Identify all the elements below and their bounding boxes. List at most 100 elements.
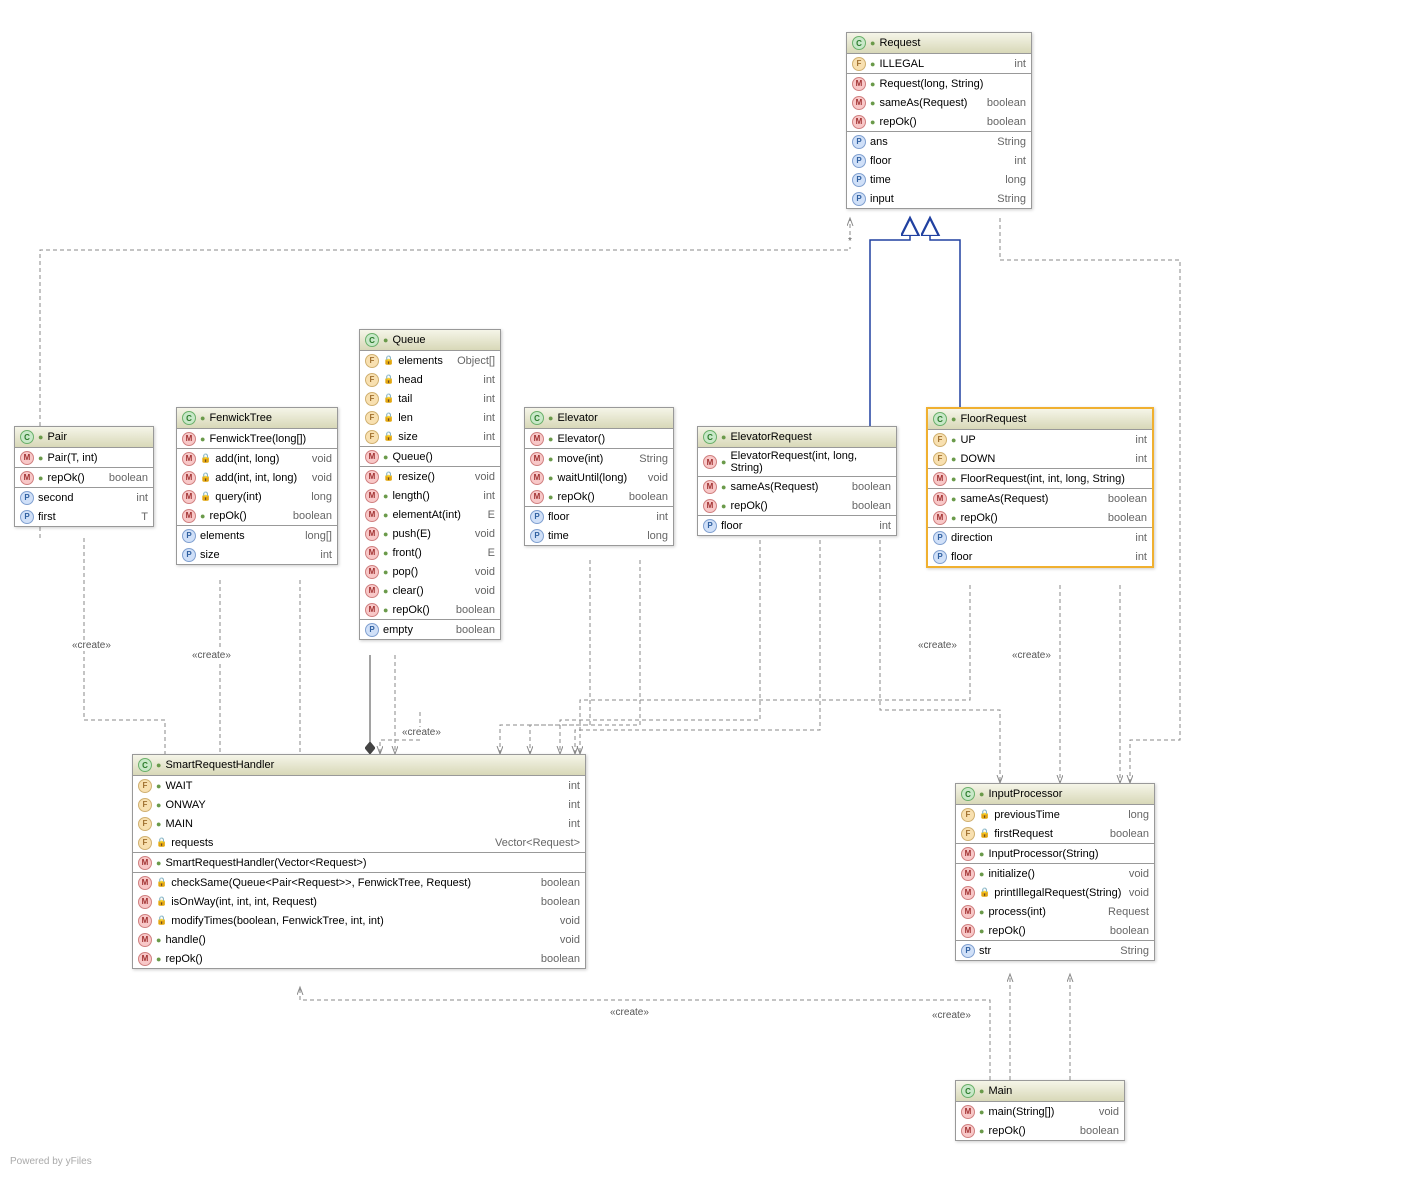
member-row[interactable]: PansString <box>847 132 1031 151</box>
class-request[interactable]: C●RequestF●ILLEGALintM●Request(long, Str… <box>846 32 1032 209</box>
member-row[interactable]: M●handle()void <box>133 930 585 949</box>
member-row[interactable]: M●repOk()boolean <box>15 468 153 487</box>
member-row[interactable]: M●sameAs(Request)boolean <box>928 489 1152 508</box>
member-row[interactable]: Psecondint <box>15 488 153 507</box>
class-header[interactable]: C●InputProcessor <box>956 784 1154 805</box>
member-row[interactable]: M●Request(long, String) <box>847 74 1031 93</box>
member-name: time <box>870 174 1001 186</box>
member-type: boolean <box>456 604 495 616</box>
member-row[interactable]: M●Pair(T, int) <box>15 448 153 467</box>
member-row[interactable]: M●push(E)void <box>360 524 500 543</box>
member-row[interactable]: M🔒checkSame(Queue<Pair<Request>>, Fenwic… <box>133 873 585 892</box>
class-elevator[interactable]: C●ElevatorM●Elevator()M●move(int)StringM… <box>524 407 674 546</box>
member-row[interactable]: M●sameAs(Request)boolean <box>698 477 896 496</box>
member-row[interactable]: M●repOk()boolean <box>525 487 673 506</box>
member-row[interactable]: M●front()E <box>360 543 500 562</box>
member-row[interactable]: F●DOWNint <box>928 449 1152 468</box>
class-fenwick[interactable]: C●FenwickTreeM●FenwickTree(long[])M🔒add(… <box>176 407 338 565</box>
class-header[interactable]: C●Main <box>956 1081 1124 1102</box>
member-row[interactable]: F🔒previousTimelong <box>956 805 1154 824</box>
member-row[interactable]: M●waitUntil(long)void <box>525 468 673 487</box>
member-row[interactable]: M●length()int <box>360 486 500 505</box>
class-header[interactable]: C●Elevator <box>525 408 673 429</box>
class-pair[interactable]: C●PairM●Pair(T, int)M●repOk()booleanPsec… <box>14 426 154 527</box>
edge <box>870 218 910 426</box>
lock-icon: 🔒 <box>156 915 167 926</box>
class-header[interactable]: C●Request <box>847 33 1031 54</box>
member-row[interactable]: F●MAINint <box>133 814 585 833</box>
member-type: boolean <box>541 896 580 908</box>
member-row[interactable]: M●Elevator() <box>525 429 673 448</box>
member-row[interactable]: Pfloorint <box>928 547 1152 566</box>
member-row[interactable]: M🔒isOnWay(int, int, int, Request)boolean <box>133 892 585 911</box>
member-row[interactable]: Pdirectionint <box>928 528 1152 547</box>
member-row[interactable]: Pfloorint <box>698 516 896 535</box>
member-row[interactable]: M●FloorRequest(int, int, long, String) <box>928 469 1152 488</box>
member-row[interactable]: M●InputProcessor(String) <box>956 844 1154 863</box>
member-row[interactable]: M●process(int)Request <box>956 902 1154 921</box>
member-row[interactable]: M●repOk()boolean <box>133 949 585 968</box>
member-row[interactable]: M●pop()void <box>360 562 500 581</box>
member-row[interactable]: M🔒resize()void <box>360 467 500 486</box>
member-row[interactable]: M●initialize()void <box>956 864 1154 883</box>
member-row[interactable]: F🔒elementsObject[] <box>360 351 500 370</box>
member-row[interactable]: F🔒headint <box>360 370 500 389</box>
member-row[interactable]: M●repOk()boolean <box>928 508 1152 527</box>
member-row[interactable]: M🔒query(int)long <box>177 487 337 506</box>
member-row[interactable]: Ptimelong <box>847 170 1031 189</box>
class-header[interactable]: C●SmartRequestHandler <box>133 755 585 776</box>
member-row[interactable]: PfirstT <box>15 507 153 526</box>
member-row[interactable]: M●Queue() <box>360 447 500 466</box>
member-row[interactable]: Psizeint <box>177 545 337 564</box>
class-inputproc[interactable]: C●InputProcessorF🔒previousTimelongF🔒firs… <box>955 783 1155 961</box>
class-queue[interactable]: C●QueueF🔒elementsObject[]F🔒headintF🔒tail… <box>359 329 501 640</box>
member-row[interactable]: M●clear()void <box>360 581 500 600</box>
member-row[interactable]: M●sameAs(Request)boolean <box>847 93 1031 112</box>
class-elevreq[interactable]: C●ElevatorRequestM●ElevatorRequest(int, … <box>697 426 897 536</box>
member-row[interactable]: F●UPint <box>928 430 1152 449</box>
member-row[interactable]: M●repOk()boolean <box>698 496 896 515</box>
member-row[interactable]: M●repOk()boolean <box>177 506 337 525</box>
class-smart[interactable]: C●SmartRequestHandlerF●WAITintF●ONWAYint… <box>132 754 586 969</box>
member-row[interactable]: Ptimelong <box>525 526 673 545</box>
member-type: boolean <box>541 877 580 889</box>
member-row[interactable]: Pfloorint <box>525 507 673 526</box>
class-header[interactable]: C●FenwickTree <box>177 408 337 429</box>
class-header[interactable]: C●ElevatorRequest <box>698 427 896 448</box>
member-row[interactable]: M🔒add(int, int, long)void <box>177 468 337 487</box>
member-row[interactable]: F●WAITint <box>133 776 585 795</box>
member-row[interactable]: M●main(String[])void <box>956 1102 1124 1121</box>
member-row[interactable]: M●repOk()boolean <box>360 600 500 619</box>
member-name: size <box>200 549 316 561</box>
member-row[interactable]: F🔒firstRequestboolean <box>956 824 1154 843</box>
member-row[interactable]: M●elementAt(int)E <box>360 505 500 524</box>
member-row[interactable]: M●repOk()boolean <box>956 1121 1124 1140</box>
class-floorreq[interactable]: C●FloorRequestF●UPintF●DOWNintM●FloorReq… <box>926 407 1154 568</box>
member-name: push(E) <box>392 528 470 540</box>
member-row[interactable]: F🔒tailint <box>360 389 500 408</box>
class-header[interactable]: C●Pair <box>15 427 153 448</box>
member-row[interactable]: M🔒printIllegalRequest(String)void <box>956 883 1154 902</box>
member-row[interactable]: M●repOk()boolean <box>956 921 1154 940</box>
class-main[interactable]: C●MainM●main(String[])voidM●repOk()boole… <box>955 1080 1125 1141</box>
member-row[interactable]: M●SmartRequestHandler(Vector<Request>) <box>133 853 585 872</box>
member-row[interactable]: M🔒add(int, long)void <box>177 449 337 468</box>
member-row[interactable]: F●ILLEGALint <box>847 54 1031 73</box>
member-row[interactable]: Pfloorint <box>847 151 1031 170</box>
member-row[interactable]: F🔒requestsVector<Request> <box>133 833 585 852</box>
class-header[interactable]: C●FloorRequest <box>928 409 1152 430</box>
member-row[interactable]: F🔒sizeint <box>360 427 500 446</box>
member-row[interactable]: M●FenwickTree(long[]) <box>177 429 337 448</box>
member-row[interactable]: M●move(int)String <box>525 449 673 468</box>
member-row[interactable]: Pelementslong[] <box>177 526 337 545</box>
visibility-icon: ● <box>951 513 956 523</box>
class-header[interactable]: C●Queue <box>360 330 500 351</box>
member-row[interactable]: F🔒lenint <box>360 408 500 427</box>
member-row[interactable]: PinputString <box>847 189 1031 208</box>
member-row[interactable]: F●ONWAYint <box>133 795 585 814</box>
member-row[interactable]: M●repOk()boolean <box>847 112 1031 131</box>
member-row[interactable]: PstrString <box>956 941 1154 960</box>
member-row[interactable]: Pemptyboolean <box>360 620 500 639</box>
member-row[interactable]: M🔒modifyTimes(boolean, FenwickTree, int,… <box>133 911 585 930</box>
member-row[interactable]: M●ElevatorRequest(int, long, String) <box>698 448 896 476</box>
